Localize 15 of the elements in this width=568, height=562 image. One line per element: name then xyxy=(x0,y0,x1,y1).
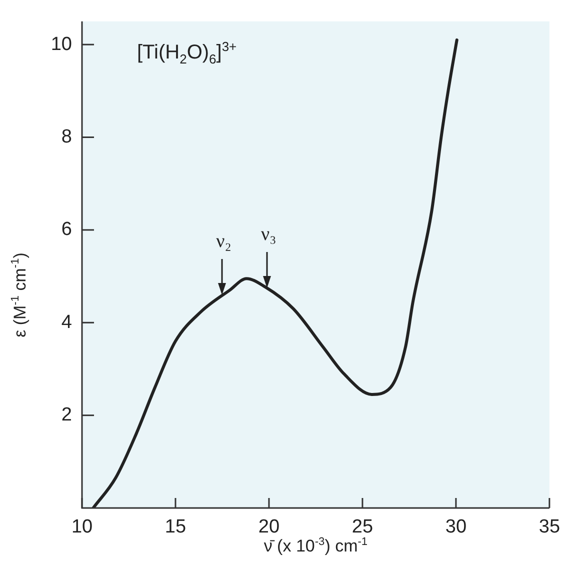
y-tick-label: 6 xyxy=(61,219,72,240)
line-series xyxy=(92,38,458,508)
x-tick-label: 25 xyxy=(352,516,374,538)
y-tick-label: 8 xyxy=(61,126,72,148)
annotation: ν₂ xyxy=(216,230,232,253)
annotation: ν₃ xyxy=(261,224,276,246)
x-tick-label: 35 xyxy=(538,516,560,538)
y-tick-label: 2 xyxy=(61,404,72,426)
x-axis-title: ν̄ (x 10$^{-3}$) cm$^{-1}$ xyxy=(264,536,368,557)
y-tick-label: 4 xyxy=(61,312,72,333)
x-tick-label: 20 xyxy=(258,516,280,538)
x-tick-label: 30 xyxy=(445,516,467,538)
y-tick-label: 10 xyxy=(50,34,72,55)
text: [Ti(H$_{2}$O)$_{6}$]$^{3+}$ xyxy=(137,39,237,68)
x-tick-label: 15 xyxy=(164,516,186,538)
